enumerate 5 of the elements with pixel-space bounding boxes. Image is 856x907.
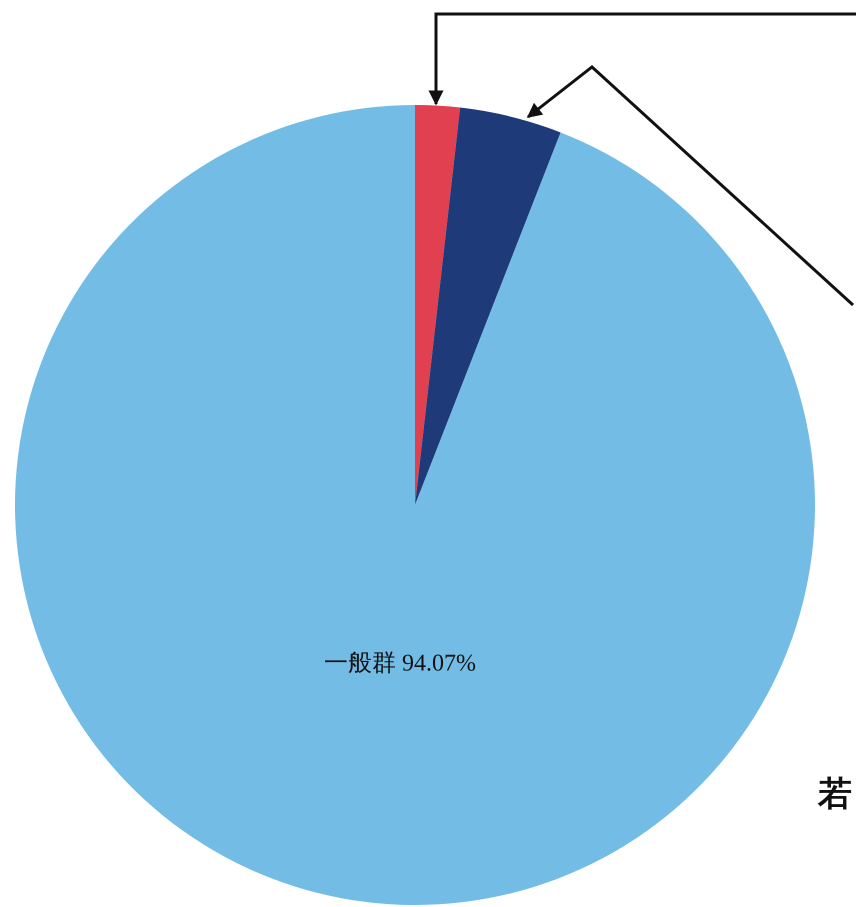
pie-slice <box>415 105 460 505</box>
text: 若 <box>817 774 852 814</box>
slice-label: 一般群 94.07% <box>324 650 476 677</box>
pie-slice <box>415 108 561 505</box>
pie-slice <box>15 105 815 904</box>
